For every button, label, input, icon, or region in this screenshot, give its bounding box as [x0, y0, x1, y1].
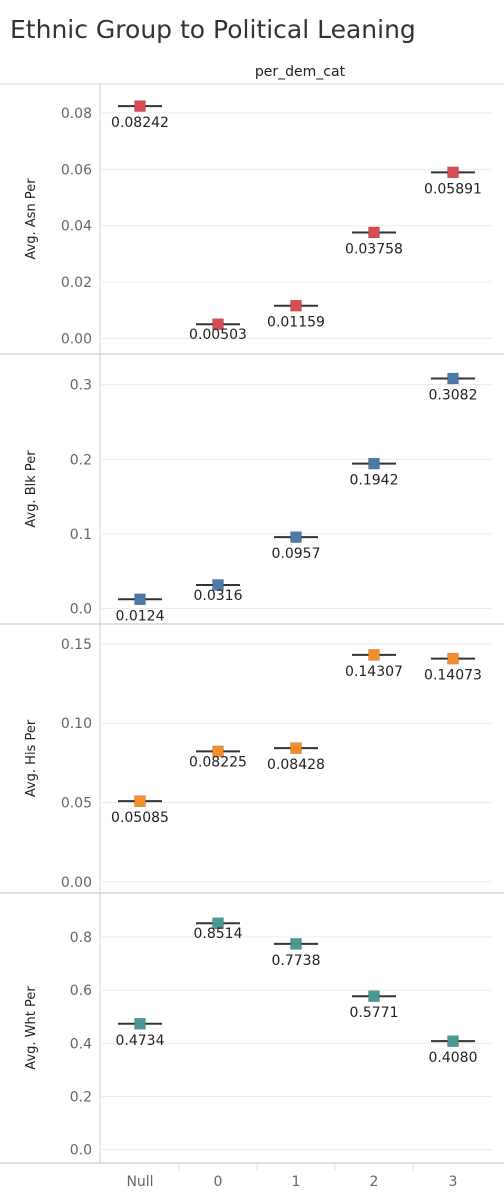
data-point — [212, 318, 224, 330]
y-tick-label: 0.10 — [61, 716, 92, 732]
data-point — [447, 1035, 459, 1047]
data-label: 0.14073 — [424, 668, 482, 684]
data-label: 0.7738 — [272, 953, 321, 969]
x-tick-label: 0 — [214, 1174, 223, 1190]
data-point — [447, 652, 459, 665]
data-point — [368, 990, 380, 1002]
data-label: 0.14307 — [345, 664, 403, 680]
y-axis-label: Avg. His Per — [24, 719, 39, 797]
data-label: 0.08428 — [267, 757, 325, 773]
data-label: 0.00503 — [189, 327, 247, 343]
x-axis: Null 0 1 2 3 — [0, 1162, 504, 1190]
data-label: 0.05891 — [424, 181, 482, 197]
y-tick-label: 0.2 — [70, 1089, 92, 1105]
data-point — [447, 166, 459, 179]
panel-4: 0.0 0.2 0.4 0.6 0.8 Avg. Wht Per 0.4734 0.8514 0… — [0, 892, 504, 1159]
data-label: 0.4080 — [429, 1050, 478, 1066]
data-point — [212, 917, 224, 929]
data-point — [290, 938, 302, 950]
data-point — [134, 100, 146, 112]
x-tick-label: 1 — [292, 1174, 301, 1190]
data-point — [368, 649, 380, 661]
data-point — [134, 795, 146, 807]
y-tick-label: 0.8 — [70, 930, 92, 946]
chart-title: Ethnic Group to Political Leaning — [10, 15, 416, 44]
y-tick-label: 0.0 — [70, 602, 92, 618]
y-axis-label: Avg. Asn Per — [24, 178, 39, 260]
data-point — [447, 372, 459, 385]
data-label: 0.5771 — [350, 1005, 399, 1021]
y-tick-label: 0.3 — [70, 378, 92, 394]
y-tick-label: 0.4 — [70, 1036, 92, 1052]
data-label: 0.03758 — [345, 241, 403, 257]
panel-2: 0.0 0.1 0.2 0.3 Avg. Blk Per 0.0124 0.0316 0.09… — [0, 353, 504, 624]
data-label: 0.0316 — [194, 588, 243, 604]
y-tick-label: 0.05 — [61, 796, 92, 812]
data-label: 0.1942 — [350, 473, 399, 489]
data-label: 0.8514 — [194, 926, 243, 942]
x-tick-label: Null — [126, 1174, 153, 1190]
data-label: 0.0124 — [116, 608, 165, 624]
panel-1: 0.00 0.02 0.04 0.06 0.08 Avg. Asn Per 0.08242 0… — [24, 100, 492, 347]
y-tick-label: 0.15 — [61, 637, 92, 653]
panels-group: 0.00 0.02 0.04 0.06 0.08 Avg. Asn Per 0.08242 0… — [0, 83, 504, 1163]
data-point — [290, 531, 302, 543]
data-label: 0.08242 — [111, 115, 169, 131]
x-tick-label: 3 — [449, 1174, 458, 1190]
panel-3: 0.00 0.05 0.10 0.15 Avg. His Per 0.05085 0.082… — [0, 623, 504, 891]
y-tick-label: 0.00 — [61, 331, 92, 347]
y-tick-label: 0.04 — [61, 219, 92, 235]
y-tick-label: 0.2 — [70, 452, 92, 468]
data-label: 0.3082 — [429, 388, 478, 404]
data-point — [368, 457, 380, 470]
y-tick-label: 0.6 — [70, 983, 92, 999]
y-tick-label: 0.1 — [70, 527, 92, 543]
data-label: 0.0957 — [272, 546, 321, 562]
data-point — [134, 1018, 146, 1030]
data-point — [134, 593, 146, 606]
y-axis-label: Avg. Blk Per — [24, 450, 39, 528]
data-point — [368, 226, 380, 239]
y-tick-label: 0.00 — [61, 875, 92, 891]
data-label: 0.08225 — [189, 754, 247, 770]
data-label: 0.01159 — [267, 315, 325, 331]
y-axis-label: Avg. Wht Per — [24, 986, 39, 1070]
y-tick-label: 0.02 — [61, 275, 92, 291]
data-point — [212, 579, 224, 591]
y-tick-label: 0.0 — [70, 1143, 92, 1159]
x-tick-label: 2 — [370, 1174, 379, 1190]
data-label: 0.4734 — [116, 1033, 165, 1049]
data-point — [290, 742, 302, 754]
data-point — [290, 299, 302, 312]
column-header: per_dem_cat — [255, 64, 346, 80]
data-point — [212, 745, 224, 758]
data-label: 0.05085 — [111, 810, 169, 826]
y-tick-label: 0.06 — [61, 162, 92, 178]
y-tick-label: 0.08 — [61, 106, 92, 122]
